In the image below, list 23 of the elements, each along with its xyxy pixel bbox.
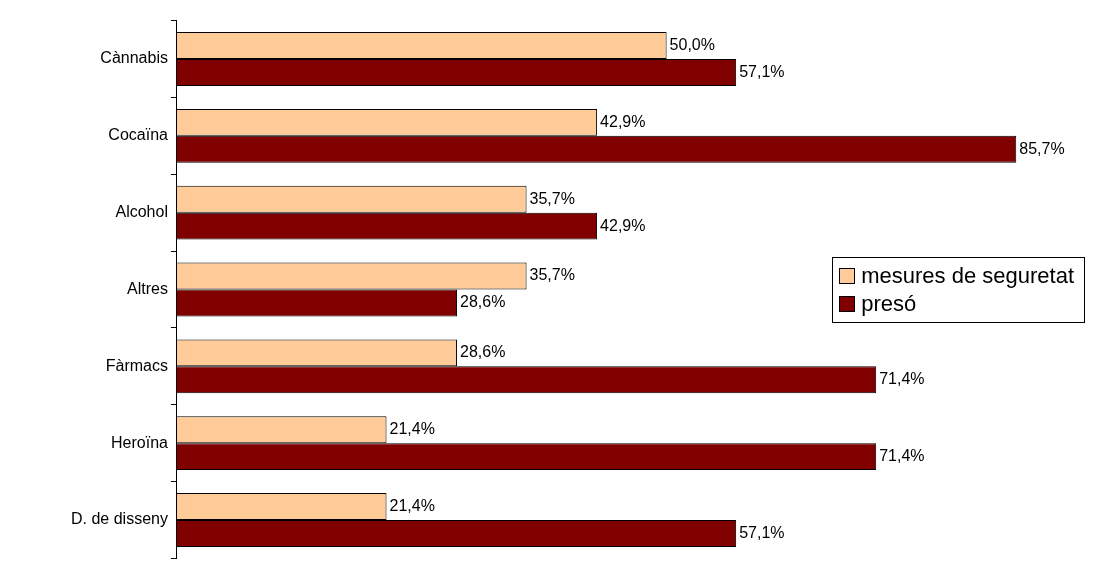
y-tick-label: Cocaïna <box>108 126 169 144</box>
data-label: 21,4% <box>389 496 435 514</box>
data-label: 35,7% <box>529 266 575 284</box>
data-label: 57,1% <box>739 62 785 80</box>
data-label: 35,7% <box>529 189 575 207</box>
legend-label: mesures de seguretat <box>861 261 1074 290</box>
y-tick-label: Altres <box>127 279 168 297</box>
y-tick-label: D. de disseny <box>71 510 168 528</box>
data-label: 71,4% <box>879 370 925 388</box>
data-label: 28,6% <box>460 343 506 361</box>
data-label: 71,4% <box>879 447 925 465</box>
legend-label: presó <box>861 289 917 318</box>
data-label: 42,9% <box>600 216 646 234</box>
data-label: 28,6% <box>460 293 506 311</box>
data-label: 42,9% <box>600 112 646 130</box>
data-label: 50,0% <box>669 35 715 53</box>
data-label: 57,1% <box>739 523 785 541</box>
y-tick-label: Alcohol <box>115 203 168 221</box>
data-label: 21,4% <box>389 420 435 438</box>
y-tick-label: Heroïna <box>111 433 169 451</box>
y-tick-label: Cànnabis <box>100 49 168 67</box>
y-tick-label: Fàrmacs <box>105 356 168 374</box>
data-label: 85,7% <box>1019 139 1065 157</box>
